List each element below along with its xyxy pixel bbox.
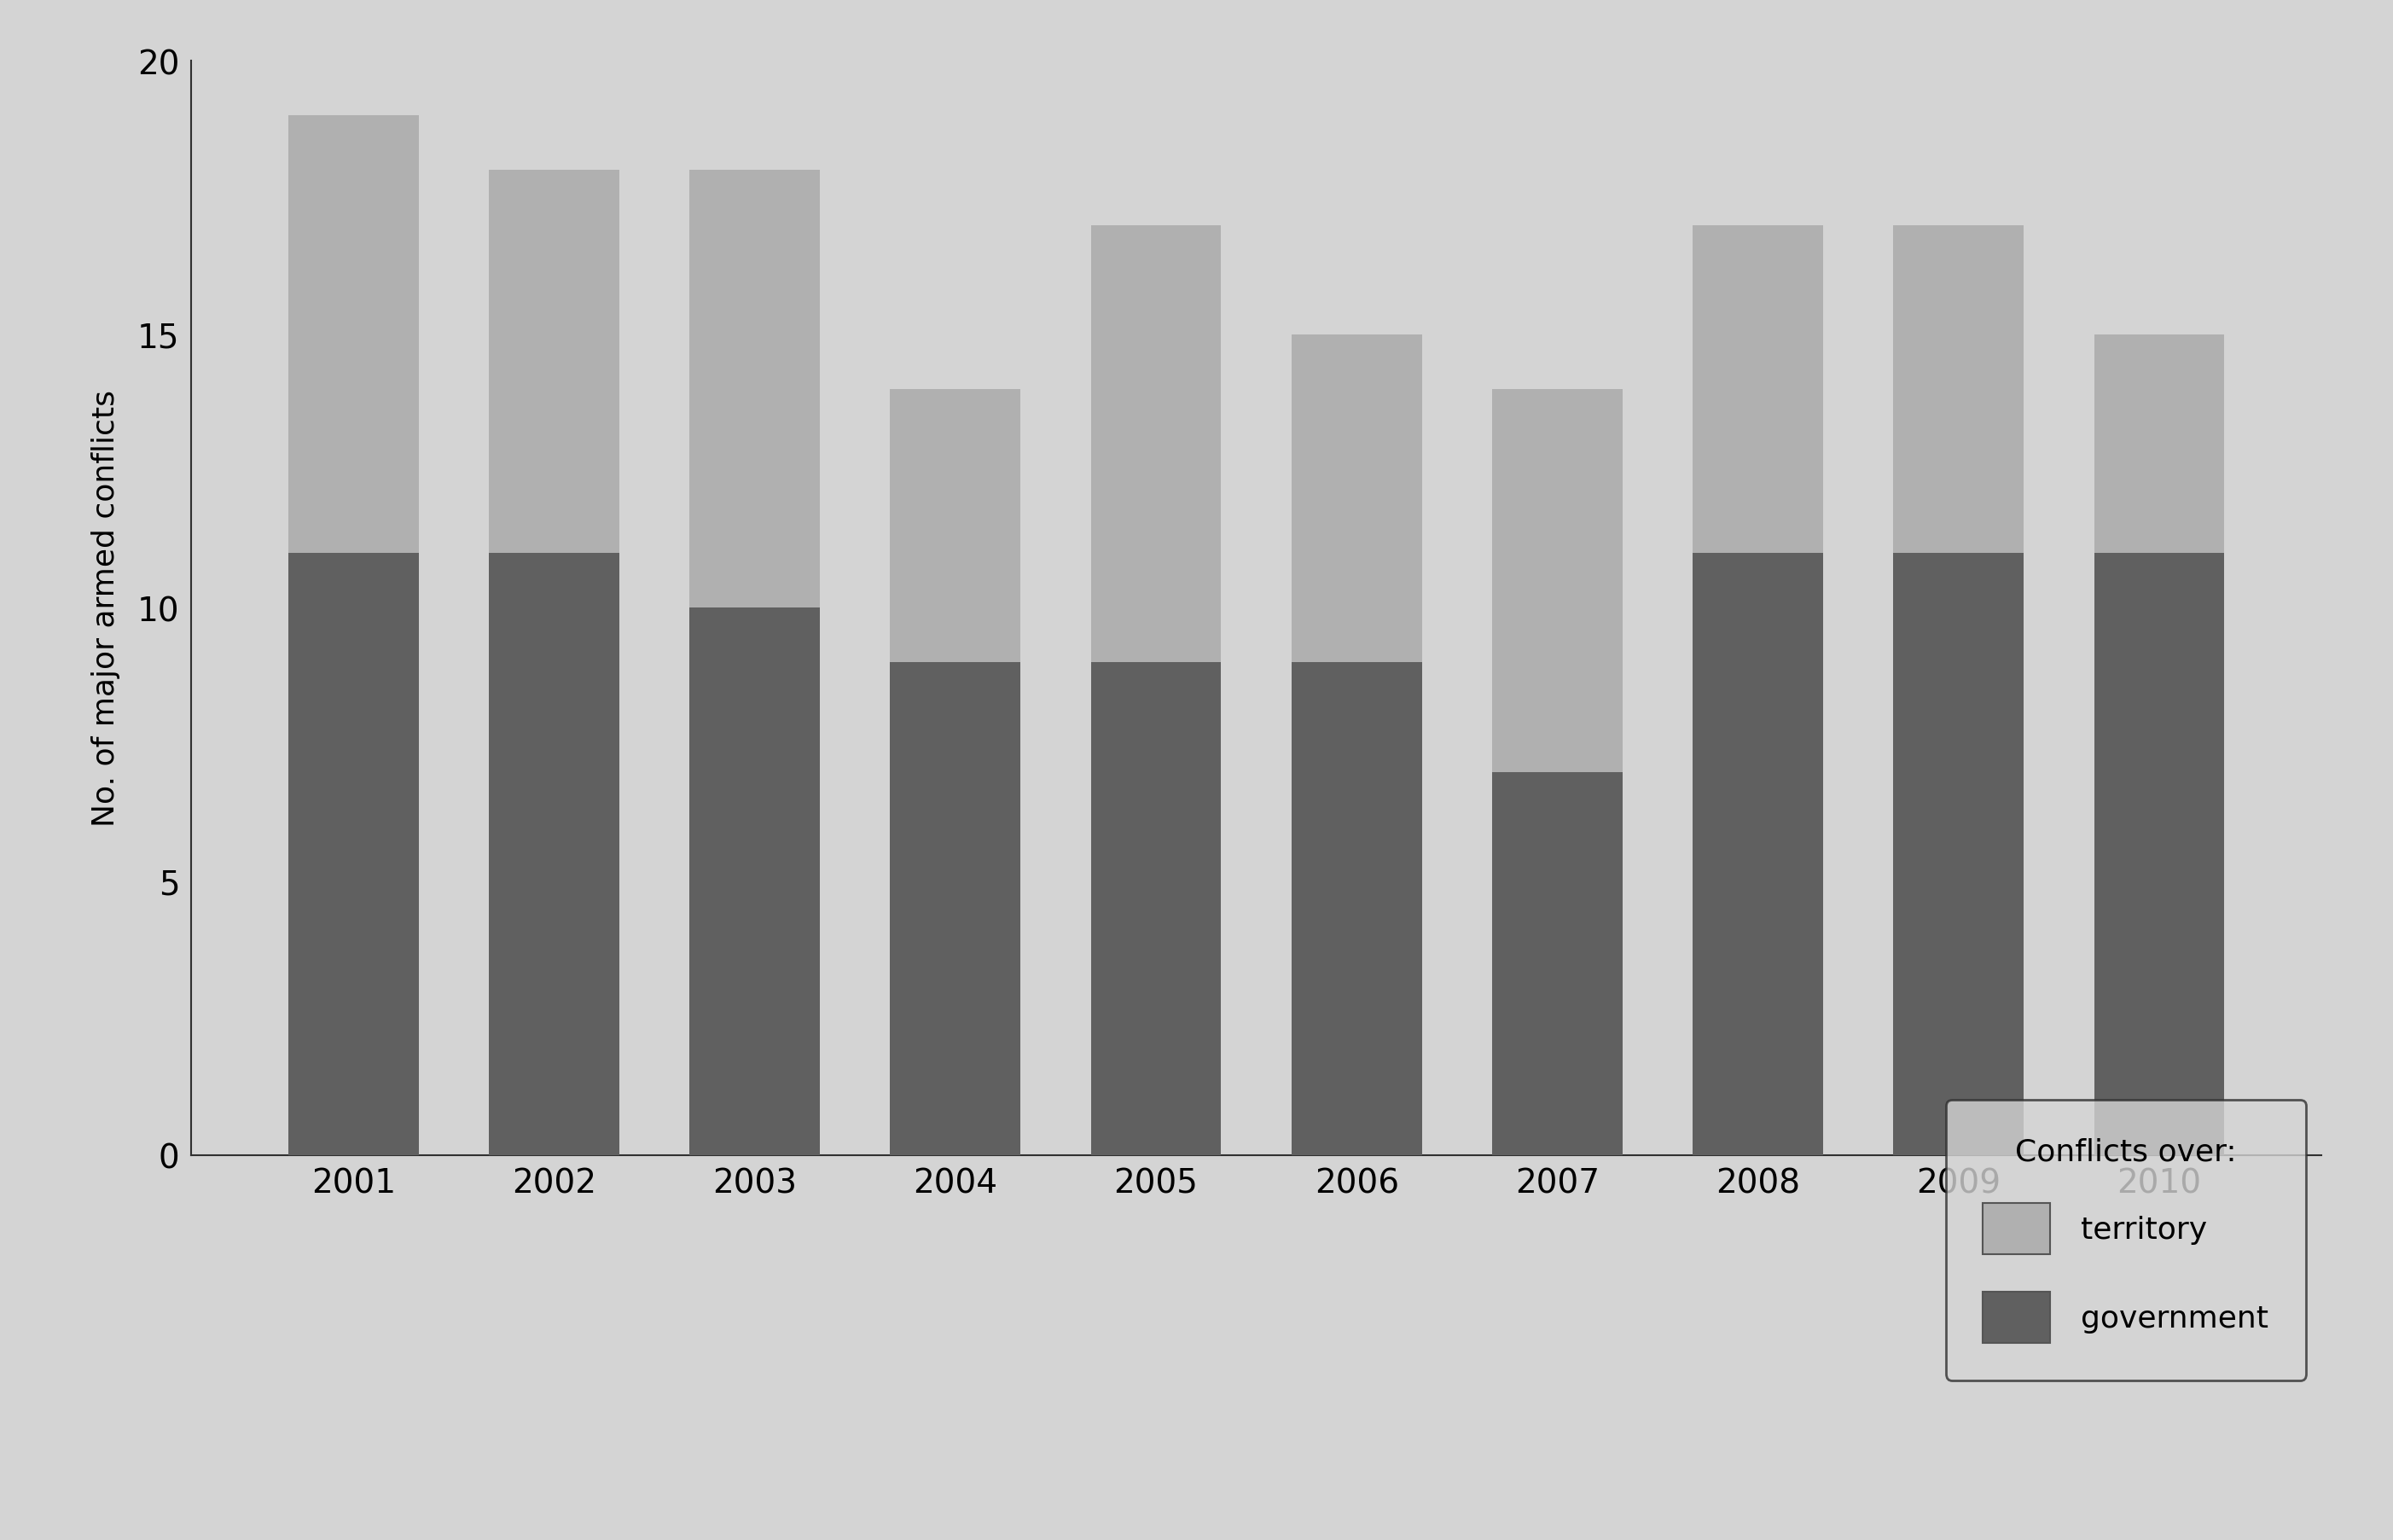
Bar — [1893, 554, 2024, 1155]
Bar — [689, 171, 821, 608]
Bar — [2094, 336, 2225, 554]
Bar — [689, 608, 821, 1155]
Bar — [1692, 226, 1823, 554]
Bar — [287, 554, 419, 1155]
Bar — [488, 554, 620, 1155]
Bar — [1091, 225, 1220, 662]
Bar — [890, 662, 1019, 1155]
Bar — [2094, 554, 2225, 1155]
Bar — [1091, 662, 1220, 1155]
Bar — [1692, 554, 1823, 1155]
Y-axis label: No. of major armed conflicts: No. of major armed conflicts — [91, 390, 120, 827]
Bar — [488, 171, 620, 554]
Bar — [1292, 336, 1421, 662]
Legend: territory, government: territory, government — [1946, 1100, 2307, 1380]
Bar — [1893, 226, 2024, 554]
Bar — [1493, 773, 1622, 1155]
Bar — [1292, 662, 1421, 1155]
Bar — [890, 390, 1019, 662]
Bar — [287, 117, 419, 554]
Bar — [1493, 390, 1622, 773]
